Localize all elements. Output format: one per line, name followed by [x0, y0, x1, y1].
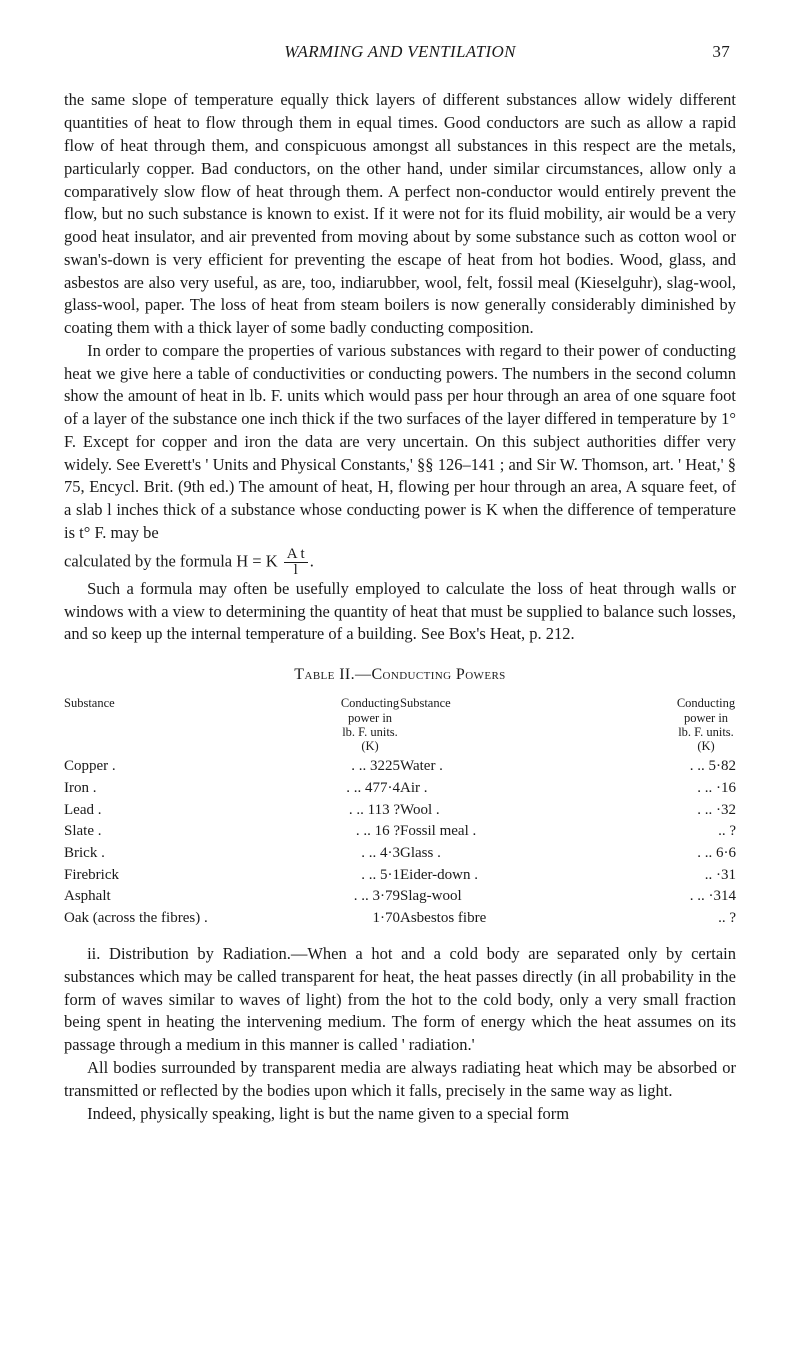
running-head: WARMING AND VENTILATION 37 [64, 40, 736, 63]
value: . .. 3·79 [340, 886, 400, 908]
table-row: Asphalt . .. 3·79 [64, 886, 400, 908]
table-left-header-val: Conducting power in lb. F. units. (K) [340, 696, 400, 756]
value: .. ? [676, 821, 736, 843]
substance: Slate . [64, 821, 340, 843]
value: . .. 5·82 [676, 756, 736, 778]
table-right-column: Substance Conducting power in lb. F. uni… [400, 696, 736, 929]
substance: Asphalt [64, 886, 340, 908]
substance: Slag-wool [400, 886, 676, 908]
substance: Glass . [400, 842, 676, 864]
page: WARMING AND VENTILATION 37 the same slop… [0, 0, 800, 1175]
table-row: Oak (across the fibres) . 1·70 [64, 907, 400, 929]
paragraph-3: Such a formula may often be usefully emp… [64, 578, 736, 646]
value: .. ·31 [676, 864, 736, 886]
formula-den: l [284, 563, 308, 578]
table-row: Fossil meal . .. ? [400, 821, 736, 843]
paragraph-4: ii. Distribution by Radiation.—When a ho… [64, 943, 736, 1057]
substance: Lead . [64, 799, 340, 821]
substance: Copper . [64, 756, 340, 778]
formula-num: A t [284, 547, 308, 563]
value: . .. 4·3 [340, 842, 400, 864]
table-row: Iron . . .. 477·4 [64, 777, 400, 799]
table-row: Firebrick . .. 5·1 [64, 864, 400, 886]
running-head-spacer [70, 40, 100, 63]
table-row: Wool . . .. ·32 [400, 799, 736, 821]
substance: Eider-down . [400, 864, 676, 886]
substance: Oak (across the fibres) . [64, 907, 340, 929]
running-title: WARMING AND VENTILATION [100, 40, 700, 63]
substance: Brick . [64, 842, 340, 864]
substance: Wool . [400, 799, 676, 821]
table-right-header-val: Conducting power in lb. F. units. (K) [676, 696, 736, 756]
table-right-header-sub: Substance [400, 696, 676, 756]
table-row: Lead . . .. 113 ? [64, 799, 400, 821]
value: . .. 5·1 [340, 864, 400, 886]
paragraph-2: In order to compare the properties of va… [64, 340, 736, 545]
substance: Iron . [64, 777, 340, 799]
value: . .. 3225 [340, 756, 400, 778]
formula-post: . [310, 551, 314, 570]
table-row: Slate . . .. 16 ? [64, 821, 400, 843]
table-row: Water . . .. 5·82 [400, 756, 736, 778]
value: . .. 477·4 [340, 777, 400, 799]
table-row: Copper . . .. 3225 [64, 756, 400, 778]
value: . .. 16 ? [340, 821, 400, 843]
table-caption: Table II.—Conducting Powers [64, 664, 736, 686]
formula-pre: calculated by the formula H = K [64, 551, 278, 570]
conducting-powers-table: Substance Conducting power in lb. F. uni… [64, 696, 736, 929]
table-left-header-sub: Substance [64, 696, 340, 756]
value: . .. ·16 [676, 777, 736, 799]
substance: Water . [400, 756, 676, 778]
value: . .. 113 ? [340, 799, 400, 821]
value: . .. ·314 [676, 886, 736, 908]
paragraph-5: All bodies surrounded by transparent med… [64, 1057, 736, 1103]
value: . .. 6·6 [676, 842, 736, 864]
table-left-column: Substance Conducting power in lb. F. uni… [64, 696, 400, 929]
value: . .. ·32 [676, 799, 736, 821]
substance: Air . [400, 777, 676, 799]
page-number: 37 [700, 40, 730, 63]
table-row: Asbestos fibre .. ? [400, 907, 736, 929]
table-row: Air . . .. ·16 [400, 777, 736, 799]
paragraph-1: the same slope of temperature equally th… [64, 89, 736, 339]
value: .. ? [676, 907, 736, 929]
table-row: Eider-down . .. ·31 [400, 864, 736, 886]
paragraph-2-formula: calculated by the formula H = K A t l . [64, 547, 736, 578]
table-row: Slag-wool . .. ·314 [400, 886, 736, 908]
formula-fraction: A t l [284, 547, 308, 578]
table-row: Brick . . .. 4·3 [64, 842, 400, 864]
substance: Asbestos fibre [400, 907, 676, 929]
paragraph-6: Indeed, physically speaking, light is bu… [64, 1103, 736, 1126]
substance: Firebrick [64, 864, 340, 886]
table-row: Glass . . .. 6·6 [400, 842, 736, 864]
value: 1·70 [340, 907, 400, 929]
substance: Fossil meal . [400, 821, 676, 843]
